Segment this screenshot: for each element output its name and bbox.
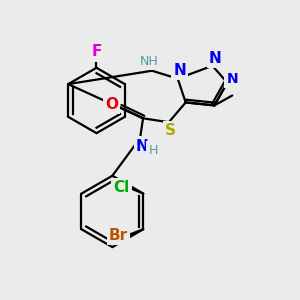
Text: N: N	[226, 72, 238, 86]
Text: Br: Br	[109, 228, 128, 243]
Text: NH: NH	[140, 55, 158, 68]
Text: N: N	[209, 51, 222, 66]
Text: S: S	[165, 123, 176, 138]
Text: O: O	[105, 97, 118, 112]
Text: N: N	[136, 139, 148, 154]
Text: N: N	[173, 63, 186, 78]
Text: H: H	[148, 143, 158, 157]
Text: Cl: Cl	[113, 180, 130, 195]
Text: F: F	[91, 44, 102, 59]
